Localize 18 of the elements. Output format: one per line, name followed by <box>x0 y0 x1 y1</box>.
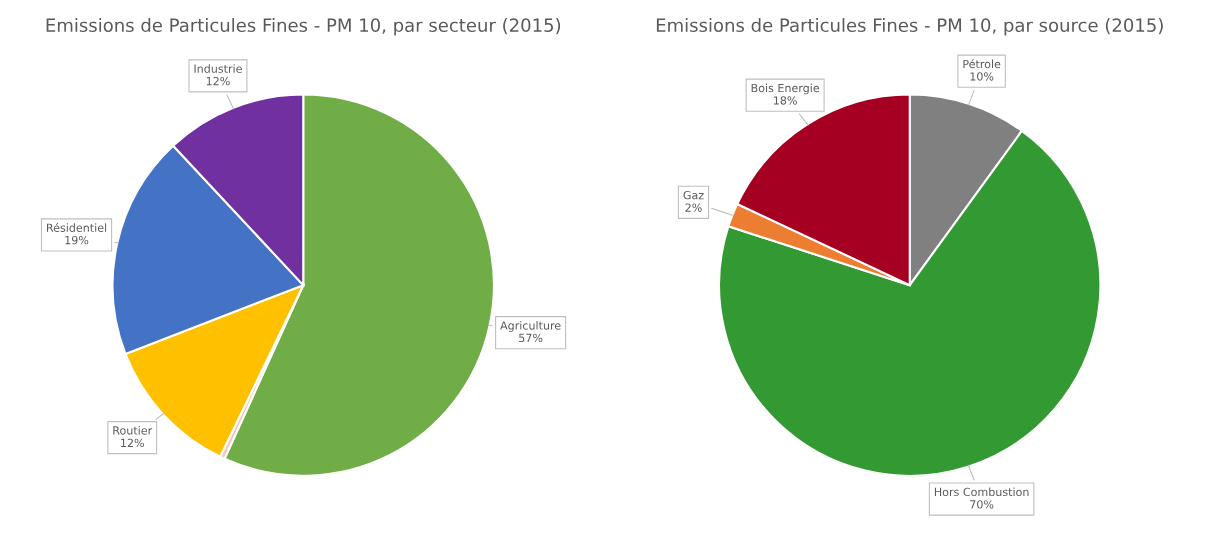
slice-label: Bois Energie <box>751 83 820 95</box>
slice-label: Agriculture <box>500 321 561 332</box>
data-label: 19% <box>65 235 89 245</box>
chart-title: Emissions de Particules Fines - PM 10, par source (2015) <box>656 18 1163 36</box>
slice-label: Résidentiel <box>47 222 107 232</box>
data-label: 70% <box>970 500 994 509</box>
data-label: 18% <box>773 96 797 105</box>
data-label: 10% <box>970 72 994 81</box>
slice-label: Hors Combustion <box>934 487 1029 497</box>
data-label: 12% <box>121 438 144 448</box>
slice-label: Gaz <box>683 190 704 200</box>
data-label: 2% <box>685 203 702 212</box>
data-label: 57% <box>519 333 543 343</box>
slice-label: Pétrole <box>963 59 1001 69</box>
chart-title: Emissions de Particules Fines - PM 10, par secteur (2015) <box>46 18 561 36</box>
slice-label: Industrie <box>194 64 242 73</box>
data-label: 12% <box>206 76 230 86</box>
slice-label: Routier <box>113 426 153 435</box>
